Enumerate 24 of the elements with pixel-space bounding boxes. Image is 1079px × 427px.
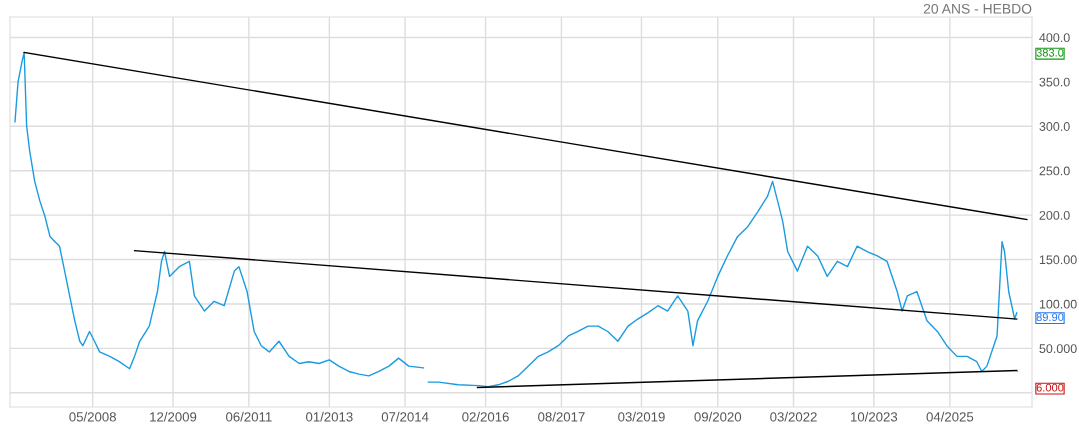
chart-title: 20 ANS - HEBDO (923, 3, 1032, 14)
text: 89.90 (1036, 313, 1064, 322)
text: 6.000 (1036, 383, 1064, 392)
y-tick-label: 350.0 (1039, 77, 1070, 87)
y-tick-label: 100.00 (1039, 299, 1077, 309)
y-tick-label: 300.0 (1039, 122, 1070, 131)
y-tick-label: 250.0 (1039, 166, 1070, 176)
x-tick-label: 03/2022 (770, 411, 817, 422)
y-tick-label: 150.00 (1039, 255, 1077, 265)
x-tick-label: 02/2016 (462, 411, 509, 422)
x-tick-label: 06/2011 (226, 411, 272, 422)
y-tick-label: 200.0 (1039, 210, 1070, 220)
x-tick-label: 04/2025 (926, 411, 974, 422)
x-tick-label: 09/2020 (694, 411, 742, 422)
x-tick-label: 01/2013 (306, 411, 353, 422)
x-tick-label: 05/2008 (69, 411, 116, 422)
text: 383.0 (1036, 48, 1064, 57)
x-tick-label: 12/2009 (150, 411, 197, 422)
y-tick-label: 400.0 (1039, 33, 1070, 43)
x-tick-label: 07/2014 (381, 411, 429, 422)
x-tick-label: 10/2023 (851, 411, 898, 422)
x-tick-label: 08/2017 (538, 411, 585, 422)
y-tick-label: 50.000 (1039, 344, 1077, 354)
x-tick-label: 03/2019 (618, 411, 665, 422)
